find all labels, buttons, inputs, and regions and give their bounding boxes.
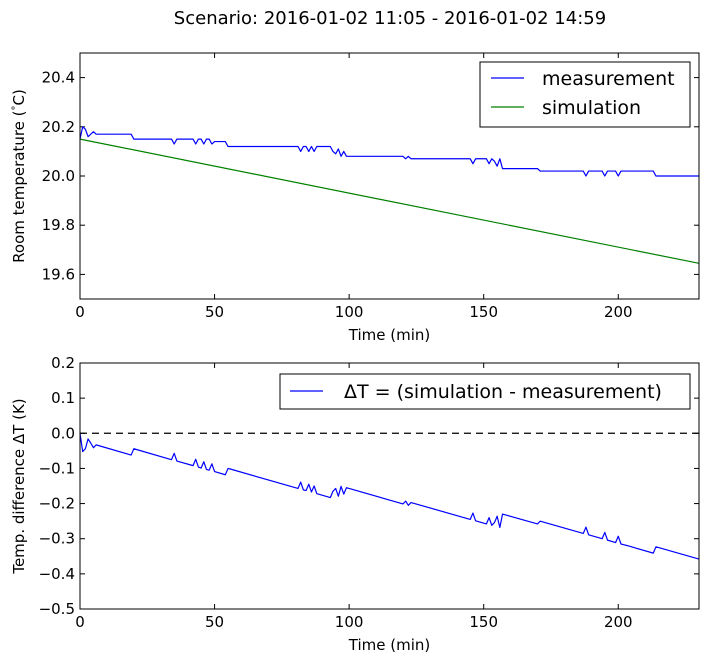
y-tick-label: −0.1: [39, 459, 75, 477]
y-tick-label: −0.4: [39, 565, 75, 583]
y-tick-label: 19.6: [42, 265, 75, 283]
y-tick-label: 20.2: [42, 118, 75, 136]
x-tick-label: 50: [205, 303, 224, 321]
figure-title: Scenario: 2016-01-02 11:05 - 2016-01-02 …: [174, 8, 606, 29]
x-tick-label: 200: [604, 613, 633, 631]
x-tick-label: 200: [604, 303, 633, 321]
x-tick-label: 50: [205, 613, 224, 631]
temperature-chart-x-axis-label: Time (min): [348, 326, 430, 344]
difference-chart-ticks: 0 50 100 150 200 −0.5 −0.4 −0.3 −0.2 −0.1 0.0 0.1 0.…: [39, 354, 699, 631]
temperature-chart: 0 50 100 150 200 19.6 19.8 20.0 20.2 20.4 Time (m…: [10, 52, 700, 344]
y-tick-label: 19.8: [42, 216, 75, 234]
series-line: [79, 138, 700, 264]
y-tick-label: −0.3: [39, 530, 75, 548]
temperature-chart-ticks: 0 50 100 150 200 19.6 19.8 20.0 20.2 20.4: [42, 53, 699, 321]
difference-chart-x-axis-label: Time (min): [348, 636, 430, 654]
legend-label-measurement: measurement: [542, 68, 675, 90]
y-tick-label: 0.2: [51, 354, 75, 372]
legend-label-simulation: simulation: [542, 97, 641, 119]
y-tick-label: 0.0: [51, 424, 75, 442]
difference-chart-legend: ΔT = (simulation - measurement): [279, 373, 691, 410]
y-tick-label: 0.1: [51, 389, 75, 407]
difference-chart-y-axis-label: Temp. difference ΔT (K): [10, 398, 28, 574]
y-tick-label: −0.2: [39, 495, 75, 513]
x-tick-label: 100: [335, 303, 364, 321]
x-tick-label: 150: [469, 613, 498, 631]
difference-chart: 0 50 100 150 200 −0.5 −0.4 −0.3 −0.2 −0.1 0.0 0.1 0.…: [10, 354, 700, 654]
difference-chart-lines: [79, 432, 700, 560]
difference-chart-frame: [79, 362, 700, 610]
legend-label-delta: ΔT = (simulation - measurement): [344, 381, 662, 403]
series-line: [79, 126, 699, 177]
x-tick-label: 100: [335, 613, 364, 631]
series-line: [79, 433, 700, 560]
x-tick-label: 0: [75, 303, 85, 321]
y-tick-label: 20.0: [42, 167, 75, 185]
x-tick-label: 150: [469, 303, 498, 321]
y-tick-label: 20.4: [42, 69, 75, 87]
temperature-chart-y-axis-label: Room temperature (°C): [10, 89, 28, 263]
y-tick-label: −0.5: [39, 600, 75, 618]
temperature-chart-lines: [79, 126, 700, 264]
temperature-chart-frame: [79, 52, 700, 300]
x-tick-label: 0: [75, 613, 85, 631]
temperature-chart-legend: measurement simulation: [479, 61, 691, 128]
